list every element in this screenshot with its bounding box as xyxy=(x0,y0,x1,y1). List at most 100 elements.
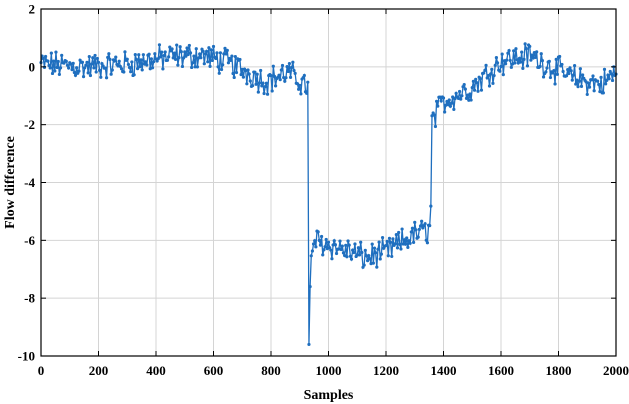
data-point xyxy=(533,55,538,60)
data-point xyxy=(605,78,609,82)
data-point xyxy=(70,67,74,72)
data-point xyxy=(129,70,133,74)
data-point xyxy=(293,71,297,75)
data-point xyxy=(577,79,581,83)
data-point xyxy=(263,84,267,89)
data-point xyxy=(188,51,193,55)
data-point xyxy=(379,252,383,256)
data-point xyxy=(393,242,397,246)
data-point xyxy=(320,234,324,239)
tick-layer: 0 200 400 600 800 1000 1200 1400 1600 1800 2000 -10… xyxy=(18,2,629,379)
data-point xyxy=(441,96,446,100)
data-point xyxy=(221,63,225,67)
data-point xyxy=(295,82,300,86)
data-point xyxy=(499,64,503,69)
data-point xyxy=(386,254,390,258)
data-point xyxy=(186,52,190,57)
data-point xyxy=(91,56,95,60)
data-point xyxy=(414,228,418,232)
data-point xyxy=(67,66,71,70)
data-point xyxy=(446,103,450,107)
data-point xyxy=(462,82,466,87)
data-point xyxy=(330,257,334,261)
x-tick-label: 400 xyxy=(146,363,166,378)
data-point xyxy=(529,58,533,62)
x-tick-label: 800 xyxy=(261,363,281,378)
data-point xyxy=(165,58,170,62)
data-point xyxy=(217,71,221,75)
data-point xyxy=(96,60,101,64)
data-point xyxy=(179,50,183,54)
data-point xyxy=(264,81,268,85)
y-axis-label: Flow difference xyxy=(3,136,18,229)
data-point xyxy=(367,254,371,258)
data-point xyxy=(553,82,557,86)
data-point xyxy=(452,107,456,112)
data-point xyxy=(246,68,250,72)
data-point xyxy=(554,57,558,61)
data-point xyxy=(500,52,504,56)
data-point xyxy=(305,91,309,95)
data-point xyxy=(307,342,311,347)
series-layer xyxy=(39,42,618,347)
data-point xyxy=(586,81,591,85)
data-point xyxy=(417,227,421,231)
data-point xyxy=(581,73,585,77)
data-point xyxy=(223,46,227,50)
data-point xyxy=(58,66,63,70)
data-point xyxy=(570,78,574,82)
data-point xyxy=(323,245,327,249)
data-point xyxy=(423,222,427,226)
data-point xyxy=(283,79,287,83)
data-point xyxy=(149,57,153,61)
data-point xyxy=(558,54,562,59)
data-point xyxy=(604,82,608,86)
data-point xyxy=(245,82,249,86)
data-point xyxy=(413,220,417,224)
data-point xyxy=(286,69,290,74)
data-point xyxy=(42,65,47,69)
data-point xyxy=(168,45,172,49)
data-point xyxy=(560,62,564,67)
data-point xyxy=(214,56,218,61)
data-point xyxy=(505,58,509,62)
data-point xyxy=(225,48,229,52)
data-point xyxy=(159,55,163,59)
data-point xyxy=(113,59,117,63)
data-point xyxy=(269,74,273,78)
data-point xyxy=(521,66,525,70)
data-point xyxy=(352,250,356,255)
data-point xyxy=(193,65,197,69)
data-point xyxy=(360,250,364,255)
data-point xyxy=(610,78,615,83)
data-point xyxy=(182,56,186,60)
data-point xyxy=(98,68,102,72)
data-point xyxy=(202,62,206,66)
data-point xyxy=(372,246,377,250)
data-point xyxy=(406,245,410,249)
data-point xyxy=(362,263,366,267)
data-point xyxy=(248,79,252,83)
data-point xyxy=(180,64,185,69)
data-point xyxy=(463,87,467,91)
data-point xyxy=(83,66,87,70)
data-point xyxy=(231,71,235,76)
data-point xyxy=(253,70,257,74)
data-point xyxy=(77,69,81,73)
data-point xyxy=(416,235,420,239)
data-point xyxy=(261,81,265,85)
data-point xyxy=(47,63,51,68)
data-point xyxy=(364,254,369,258)
data-point xyxy=(471,79,475,83)
data-point xyxy=(211,44,216,49)
data-point xyxy=(498,69,502,73)
data-point xyxy=(547,59,551,63)
data-point xyxy=(108,57,112,62)
y-tick-label: 0 xyxy=(29,59,36,74)
data-point xyxy=(368,257,372,261)
data-point xyxy=(564,74,569,78)
data-point xyxy=(432,113,436,117)
data-point xyxy=(470,86,474,90)
data-point xyxy=(428,224,432,228)
data-point xyxy=(482,71,486,75)
